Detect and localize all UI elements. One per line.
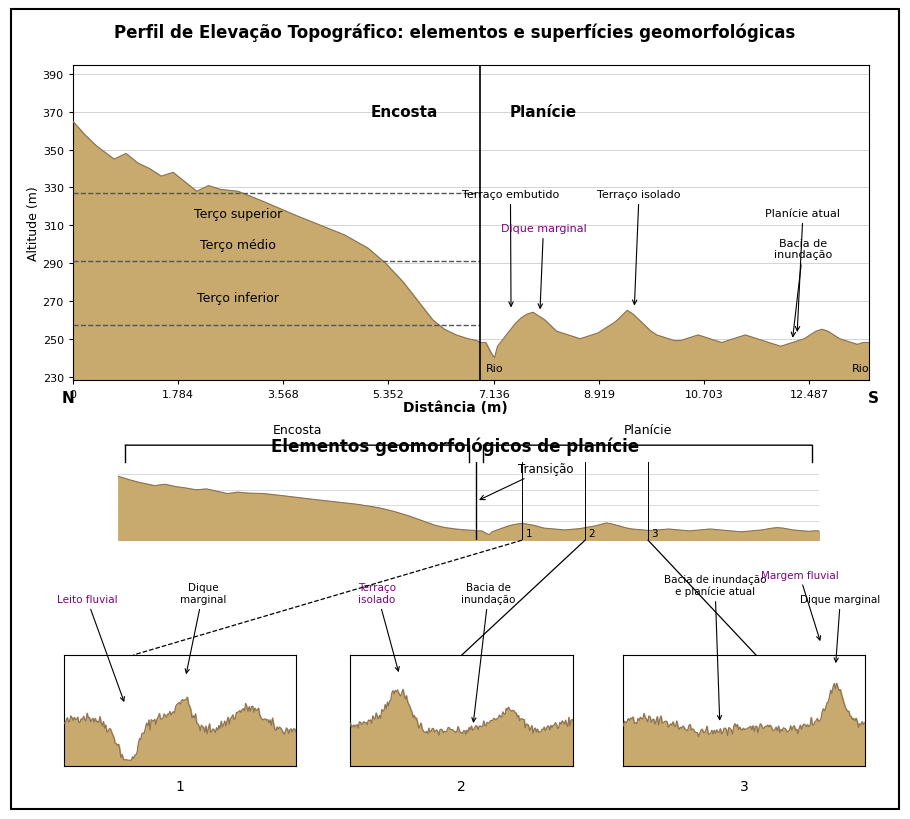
Text: Bacia de
inundação: Bacia de inundação <box>461 582 516 722</box>
Text: Planície: Planície <box>510 105 576 120</box>
Text: Planície: Planície <box>623 423 672 437</box>
Text: Bacia de
inundação: Bacia de inundação <box>774 238 832 337</box>
Y-axis label: Altitude (m): Altitude (m) <box>26 186 40 260</box>
Text: 3: 3 <box>740 779 748 793</box>
Text: 3: 3 <box>652 528 658 538</box>
Text: Bacia de inundação
e planície atual: Bacia de inundação e planície atual <box>663 574 766 720</box>
Text: Encosta: Encosta <box>371 105 439 120</box>
Text: Elementos geomorfológicos de planície: Elementos geomorfológicos de planície <box>271 437 639 455</box>
Text: Dique
marginal: Dique marginal <box>180 582 226 673</box>
Text: Terço inferior: Terço inferior <box>197 292 278 304</box>
Text: Rio: Rio <box>852 364 869 373</box>
Text: Terço superior: Terço superior <box>194 208 282 221</box>
Text: Transição: Transição <box>480 462 574 500</box>
Text: 2: 2 <box>589 528 595 538</box>
Text: Terraço embutido: Terraço embutido <box>461 190 559 307</box>
Text: Leito fluvial: Leito fluvial <box>56 594 125 701</box>
Text: Distância (m): Distância (m) <box>402 400 508 414</box>
Text: Rio: Rio <box>486 364 503 373</box>
Text: Terraço isolado: Terraço isolado <box>597 190 681 305</box>
Text: Planície atual: Planície atual <box>765 209 841 332</box>
Text: 1: 1 <box>525 528 532 538</box>
Text: N: N <box>62 391 75 406</box>
Text: 1: 1 <box>176 779 184 793</box>
Text: Terraço
isolado: Terraço isolado <box>359 582 399 672</box>
Text: Encosta: Encosta <box>273 423 322 437</box>
Text: Margem fluvial: Margem fluvial <box>761 570 838 640</box>
Text: 2: 2 <box>458 779 466 793</box>
Text: Perfil de Elevação Topográfico: elementos e superfícies geomorfológicas: Perfil de Elevação Topográfico: elemento… <box>115 24 795 42</box>
Text: Terço médio: Terço médio <box>200 238 276 251</box>
Text: Dique marginal: Dique marginal <box>501 224 586 309</box>
Text: Dique marginal: Dique marginal <box>800 594 881 663</box>
Text: S: S <box>868 391 879 406</box>
